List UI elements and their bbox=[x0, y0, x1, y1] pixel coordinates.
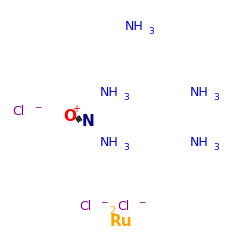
Text: NH: NH bbox=[190, 86, 209, 99]
Text: −: − bbox=[34, 102, 41, 111]
Text: Cl: Cl bbox=[79, 200, 91, 213]
Text: N: N bbox=[81, 114, 94, 129]
Text: Cl: Cl bbox=[12, 105, 25, 118]
Text: NH: NH bbox=[190, 136, 209, 149]
Text: 3: 3 bbox=[214, 144, 220, 152]
Text: +: + bbox=[72, 104, 80, 114]
Text: 3: 3 bbox=[214, 94, 220, 102]
Text: NH: NH bbox=[125, 20, 144, 33]
Text: −: − bbox=[138, 197, 146, 206]
Text: −: − bbox=[100, 197, 108, 206]
Text: NH: NH bbox=[100, 136, 119, 149]
Text: O: O bbox=[64, 109, 77, 124]
Text: Ru: Ru bbox=[110, 214, 132, 229]
Text: 2: 2 bbox=[110, 206, 116, 216]
Text: 3: 3 bbox=[149, 27, 154, 36]
Text: NH: NH bbox=[100, 86, 119, 99]
Text: Cl: Cl bbox=[117, 200, 129, 213]
Text: 3: 3 bbox=[124, 144, 130, 152]
Text: 3: 3 bbox=[124, 94, 130, 102]
